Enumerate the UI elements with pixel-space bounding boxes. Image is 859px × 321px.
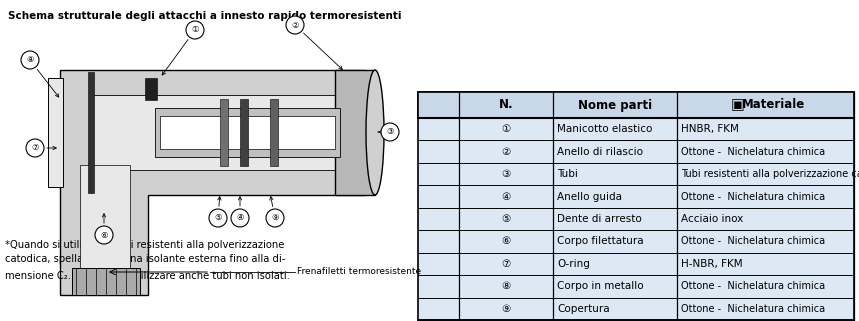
Text: ②: ②: [291, 21, 299, 30]
Text: *Quando si utilizzano tubi resistenti alla polverizzazione
catodica, spellare la: *Quando si utilizzano tubi resistenti al…: [5, 240, 289, 281]
Text: ③: ③: [387, 127, 393, 136]
Text: Copertura: Copertura: [557, 304, 610, 314]
Text: HNBR, FKM: HNBR, FKM: [681, 124, 740, 134]
Circle shape: [26, 139, 44, 157]
Circle shape: [286, 16, 304, 34]
Circle shape: [95, 226, 113, 244]
Text: Dente di arresto: Dente di arresto: [557, 214, 642, 224]
Text: Acciaio inox: Acciaio inox: [681, 214, 744, 224]
Text: ④: ④: [502, 192, 511, 202]
Bar: [270, 99, 278, 166]
Bar: [48, 78, 63, 187]
Text: Anello di rilascio: Anello di rilascio: [557, 147, 643, 157]
Text: Frenafiletti termoresistente: Frenafiletti termoresistente: [297, 267, 421, 276]
Bar: [418, 92, 854, 118]
Text: Ottone -  Nichelatura chimica: Ottone - Nichelatura chimica: [681, 281, 825, 291]
Text: ⑤: ⑤: [502, 214, 511, 224]
Bar: [88, 72, 94, 193]
Circle shape: [231, 209, 249, 227]
Circle shape: [186, 21, 204, 39]
Text: ⑦: ⑦: [31, 143, 39, 152]
Text: Nome parti: Nome parti: [578, 99, 652, 111]
Text: ④: ④: [236, 213, 244, 222]
Bar: [90, 95, 340, 170]
Text: Schema strutturale degli attacchi a innesto rapido termoresistenti: Schema strutturale degli attacchi a inne…: [8, 11, 401, 21]
Text: Tubi: Tubi: [557, 169, 578, 179]
Text: ▣: ▣: [731, 98, 745, 112]
Text: ⑨: ⑨: [271, 213, 279, 222]
Bar: [72, 268, 140, 295]
Circle shape: [209, 209, 227, 227]
Circle shape: [266, 209, 284, 227]
Bar: [160, 116, 335, 149]
Text: ⑤: ⑤: [214, 213, 222, 222]
Text: Ottone -  Nichelatura chimica: Ottone - Nichelatura chimica: [681, 237, 825, 247]
Ellipse shape: [366, 70, 384, 195]
Text: Corpo in metallo: Corpo in metallo: [557, 281, 643, 291]
Text: Tubi resistenti alla polverizzazione catodica: Tubi resistenti alla polverizzazione cat…: [681, 169, 859, 179]
Bar: [240, 99, 248, 166]
Text: Materiale: Materiale: [742, 99, 806, 111]
Text: ①: ①: [192, 25, 198, 34]
Text: ⑧: ⑧: [502, 281, 511, 291]
Polygon shape: [60, 70, 365, 295]
Text: Corpo filettatura: Corpo filettatura: [557, 237, 643, 247]
Text: ⑥: ⑥: [101, 230, 107, 239]
Bar: [335, 70, 375, 195]
Text: O-ring: O-ring: [557, 259, 590, 269]
Text: ⑥: ⑥: [502, 237, 511, 247]
Bar: [145, 78, 157, 100]
Text: N.: N.: [499, 99, 514, 111]
Bar: [155, 108, 340, 157]
Text: ③: ③: [502, 169, 511, 179]
Text: Manicotto elastico: Manicotto elastico: [557, 124, 653, 134]
Bar: [80, 165, 130, 290]
Bar: [220, 99, 228, 166]
Text: H-NBR, FKM: H-NBR, FKM: [681, 259, 743, 269]
Text: Ottone -  Nichelatura chimica: Ottone - Nichelatura chimica: [681, 304, 825, 314]
Circle shape: [21, 51, 39, 69]
Text: Ottone -  Nichelatura chimica: Ottone - Nichelatura chimica: [681, 192, 825, 202]
Bar: [418, 92, 854, 320]
Text: Anello guida: Anello guida: [557, 192, 622, 202]
Text: ①: ①: [502, 124, 511, 134]
Text: ⑦: ⑦: [502, 259, 511, 269]
Text: ⑧: ⑧: [27, 56, 34, 65]
Circle shape: [381, 123, 399, 141]
Text: ②: ②: [502, 147, 511, 157]
Text: Ottone -  Nichelatura chimica: Ottone - Nichelatura chimica: [681, 147, 825, 157]
Text: ⑨: ⑨: [502, 304, 511, 314]
